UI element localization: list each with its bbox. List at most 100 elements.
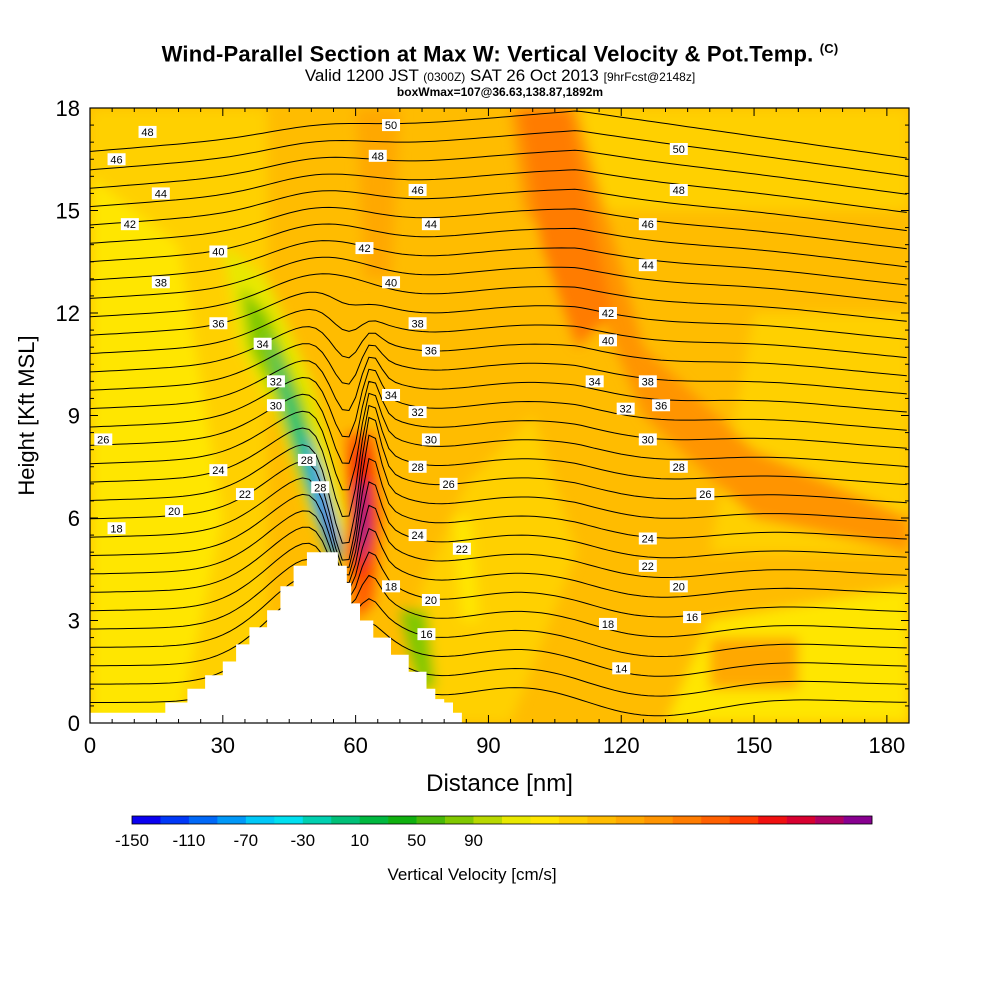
isentrope-label-bg — [408, 184, 427, 196]
colorbar-swatch — [587, 816, 617, 824]
plot-area: 4846444240383634323026282824222018504846… — [90, 108, 909, 723]
isentrope-label: 38 — [411, 318, 423, 330]
isentrope-line — [90, 256, 907, 304]
isentrope-label: 42 — [124, 219, 136, 231]
isentrope-line — [90, 356, 907, 413]
field-updraft-core — [519, 108, 613, 348]
isentrope-label: 30 — [642, 434, 654, 446]
colorbar-swatch — [160, 816, 190, 824]
isentrope-label-bg — [151, 276, 170, 289]
isentrope-label-bg — [638, 532, 657, 545]
isentrope-line — [90, 481, 907, 576]
isentrope-label-bg — [439, 477, 458, 490]
isentrope-label-bg — [382, 119, 401, 132]
x-tick-label: 60 — [343, 733, 367, 758]
copyright-mark: (C) — [819, 41, 839, 56]
isentrope-label-bg — [616, 402, 635, 415]
y-tick-label: 0 — [68, 711, 80, 736]
colorbar-tick-label: 50 — [407, 831, 426, 850]
field-east-orange — [709, 637, 799, 689]
title-text: Wind-Parallel Section at Max W: Vertical… — [161, 41, 814, 67]
colorbar-swatch — [331, 816, 360, 824]
colorbar-swatch — [815, 816, 844, 824]
valid-line: Valid 1200 JST (0300Z) SAT 26 Oct 2013 [… — [0, 67, 1000, 86]
isentrope-label: 32 — [270, 376, 282, 388]
isentrope-line — [90, 558, 907, 638]
isentrope-label-bg — [598, 334, 617, 347]
isentrope-label-bg — [417, 628, 436, 641]
isentrope-label-bg — [408, 529, 427, 542]
isentrope-line — [90, 574, 907, 658]
isentrope-label-bg — [612, 662, 631, 675]
isentrope-line — [90, 188, 907, 232]
x-tick-label: 0 — [84, 733, 96, 758]
colorbar-swatch — [530, 816, 560, 824]
isentrope-label-bg — [638, 375, 657, 388]
isentrope-label: 48 — [141, 127, 153, 139]
field-east-top — [532, 108, 909, 211]
isentrope-label: 44 — [155, 188, 167, 200]
x-tick-label: 90 — [476, 733, 500, 758]
isentrope-line — [90, 343, 907, 395]
isentrope-label-bg — [652, 399, 671, 412]
isentrope-label: 16 — [420, 629, 432, 641]
isentrope-line — [90, 434, 907, 561]
forecast-info: [9hrFcst@2148z] — [603, 70, 696, 85]
field-west-light — [90, 176, 223, 723]
x-tick-label: 180 — [869, 733, 906, 758]
x-tick-label: 30 — [211, 733, 235, 758]
isentrope-label-bg — [382, 276, 401, 289]
colorbar-swatch — [786, 816, 816, 824]
isentropes — [90, 110, 907, 717]
isentrope-label-bg — [209, 464, 228, 477]
isentrope-line — [90, 368, 907, 438]
colorbar-swatch — [701, 816, 730, 824]
isentrope-label-bg — [408, 460, 427, 473]
isentrope-label: 20 — [673, 581, 685, 593]
isentrope-label-bg — [598, 307, 617, 319]
isentrope-label-bg — [669, 143, 688, 155]
isentrope-line — [90, 542, 907, 618]
isentrope-label: 20 — [425, 595, 437, 607]
isentrope-label: 32 — [620, 404, 632, 416]
isentrope-label-bg — [669, 460, 688, 473]
isentrope-label-bg — [107, 522, 126, 535]
isentrope-label-bg — [209, 245, 228, 258]
valid-utc: (0300Z) — [423, 70, 466, 85]
isentrope-label: 34 — [589, 376, 601, 388]
isentrope-label: 36 — [655, 400, 667, 412]
isentrope-label: 40 — [385, 277, 397, 289]
colorbar-swatch — [615, 816, 645, 824]
isentrope-line — [90, 457, 907, 568]
isentrope-label: 44 — [642, 260, 654, 272]
colorbar-swatch — [359, 816, 389, 824]
isentrope-label-bg — [421, 344, 440, 357]
isentrope-line — [90, 169, 907, 213]
velocity-field — [90, 108, 909, 723]
isentrope-line — [90, 590, 907, 677]
valid-prefix: Valid 1200 JST — [304, 66, 419, 86]
isentrope-label: 30 — [270, 400, 282, 412]
isentrope-label: 26 — [442, 479, 454, 491]
isentrope-label-bg — [382, 389, 401, 401]
isentrope-label-bg — [355, 242, 374, 255]
terrain — [90, 552, 462, 723]
colorbar-swatch — [274, 816, 304, 824]
colorbar-swatch — [445, 816, 474, 824]
isentrope-line — [90, 526, 907, 598]
isentrope-label: 14 — [615, 663, 627, 675]
isentrope-label: 28 — [301, 455, 313, 467]
isentrope-label-bg — [266, 399, 285, 412]
isentrope-label-bg — [696, 488, 715, 501]
colorbar-swatch — [672, 816, 702, 824]
colorbar-swatch — [245, 816, 275, 824]
isentrope-label-bg — [421, 594, 440, 606]
colorbar-tick-label: 90 — [464, 831, 483, 850]
isentrope-label: 50 — [673, 144, 685, 156]
isentrope-line — [90, 326, 907, 377]
colorbar-swatch — [302, 816, 332, 824]
isentrope-label: 32 — [411, 407, 423, 419]
isentrope-label-bg — [421, 218, 440, 231]
isentrope-line — [90, 273, 907, 322]
isentrope-label-bg — [297, 453, 316, 466]
